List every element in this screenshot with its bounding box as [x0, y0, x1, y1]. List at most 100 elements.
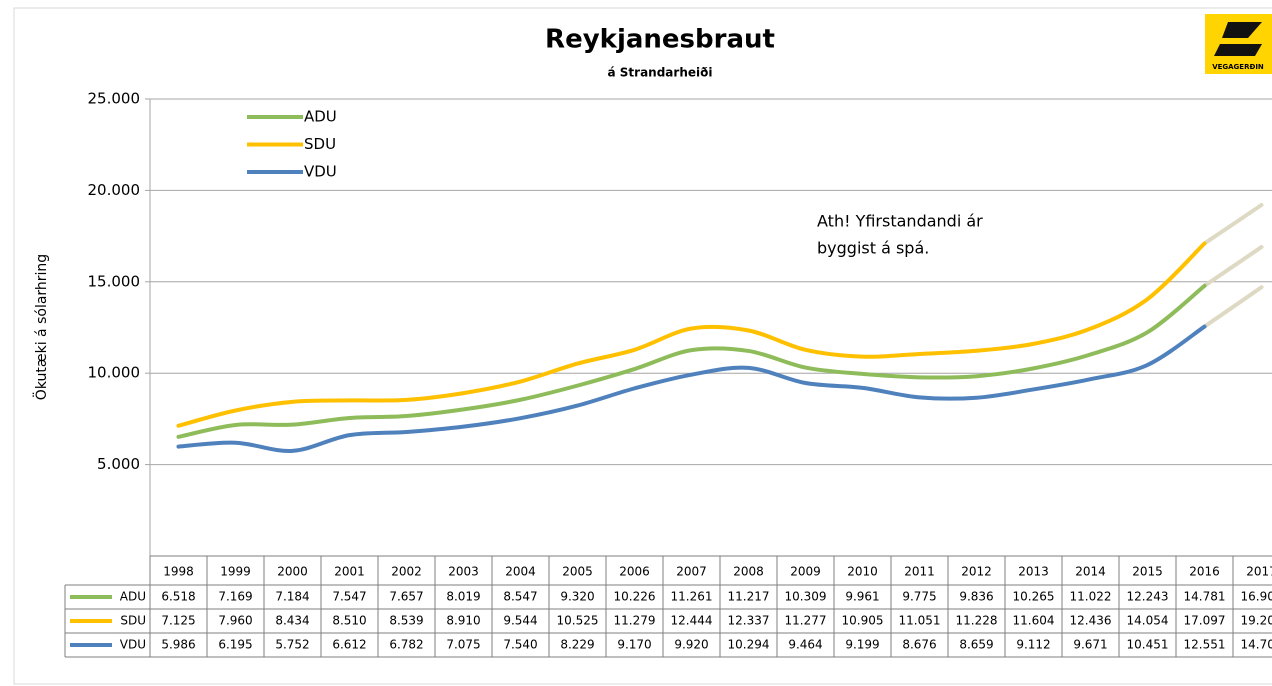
x-tick-label: 2016 [1189, 565, 1220, 579]
y-tick-label: 15.000 [88, 272, 141, 290]
table-cell: 11.022 [1070, 590, 1112, 604]
table-cell: 11.277 [785, 614, 827, 628]
table-cell: 7.960 [218, 614, 252, 628]
table-cell: 9.544 [503, 614, 537, 628]
table-cell: 11.279 [614, 614, 656, 628]
table-cell: 9.671 [1073, 638, 1107, 652]
legend-label: ADU [304, 108, 337, 126]
forecast-line [1202, 203, 1264, 246]
table-cell: 8.539 [389, 614, 423, 628]
table-cell: 7.547 [332, 590, 366, 604]
forecast-line [1202, 285, 1264, 329]
y-tick-label: 25.000 [88, 90, 141, 108]
table-cell: 9.170 [617, 638, 651, 652]
x-tick-label: 2013 [1018, 565, 1049, 579]
table-cell: 7.540 [503, 638, 537, 652]
table-cell: 11.261 [671, 590, 713, 604]
legend-label: VDU [304, 163, 337, 181]
table-cell: 8.659 [959, 638, 993, 652]
y-tick-label: 10.000 [88, 364, 141, 382]
table-cell: 9.199 [845, 638, 879, 652]
x-tick-label: 2009 [790, 565, 821, 579]
x-tick-label: 2015 [1132, 565, 1163, 579]
x-tick-label: 2010 [847, 565, 878, 579]
x-tick-label: 2000 [277, 565, 308, 579]
table-cell: 19.200 [1241, 614, 1272, 628]
table-cell: 9.464 [788, 638, 822, 652]
table-cell: 6.782 [389, 638, 423, 652]
x-tick-label: 2001 [334, 565, 365, 579]
x-tick-label: 2002 [391, 565, 422, 579]
table-row-label: ADU [120, 590, 146, 604]
table-cell: 14.054 [1127, 614, 1169, 628]
series-line [176, 241, 1207, 428]
x-tick-label: 2014 [1075, 565, 1106, 579]
table-cell: 10.226 [614, 590, 656, 604]
table-cell: 9.836 [959, 590, 993, 604]
x-tick-label: 2011 [904, 565, 935, 579]
y-axis-label: Ökutæki á sólarhring [32, 254, 50, 400]
x-tick-label: 2005 [562, 565, 593, 579]
table-cell: 9.112 [1016, 638, 1050, 652]
table-cell: 12.243 [1127, 590, 1169, 604]
table-cell: 14.700 [1241, 638, 1272, 652]
table-cell: 16.900 [1241, 590, 1272, 604]
annotation: Ath! Yfirstandandi ár [817, 212, 983, 231]
table-cell: 11.228 [956, 614, 998, 628]
table-cell: 8.510 [332, 614, 366, 628]
annotation: byggist á spá. [817, 239, 929, 258]
table-cell: 10.309 [785, 590, 827, 604]
table-cell: 14.781 [1184, 590, 1226, 604]
table-row-label: VDU [120, 638, 146, 652]
table-cell: 9.961 [845, 590, 879, 604]
table-cell: 6.612 [332, 638, 366, 652]
table-cell: 10.451 [1127, 638, 1169, 652]
table-cell: 8.910 [446, 614, 480, 628]
table-cell: 5.752 [275, 638, 309, 652]
table-cell: 10.294 [728, 638, 770, 652]
logo: VEGAGERÐIN [1205, 14, 1272, 74]
table-cell: 5.986 [161, 638, 195, 652]
table-cell: 7.125 [161, 614, 195, 628]
x-tick-label: 2003 [448, 565, 479, 579]
table-cell: 8.676 [902, 638, 936, 652]
x-tick-label: 2017 [1246, 565, 1272, 579]
table-cell: 8.547 [503, 590, 537, 604]
x-tick-label: 2006 [619, 565, 650, 579]
table-cell: 10.905 [842, 614, 884, 628]
table-cell: 8.019 [446, 590, 480, 604]
x-tick-label: 1999 [220, 565, 251, 579]
table-cell: 12.444 [671, 614, 713, 628]
x-tick-label: 1998 [163, 565, 194, 579]
series-line [176, 283, 1207, 439]
table-cell: 11.604 [1013, 614, 1055, 628]
chart-title: Reykjanesbraut [545, 25, 775, 55]
table-cell: 11.217 [728, 590, 770, 604]
series-line [176, 324, 1207, 453]
table-cell: 7.657 [389, 590, 423, 604]
legend-label: SDU [304, 135, 336, 153]
table-cell: 8.229 [560, 638, 594, 652]
x-tick-label: 2012 [961, 565, 992, 579]
forecast-line [1202, 245, 1264, 288]
table-cell: 12.337 [728, 614, 770, 628]
table-cell: 12.436 [1070, 614, 1112, 628]
table-cell: 10.265 [1013, 590, 1055, 604]
chart-subtitle: á Strandarheiði [608, 66, 713, 80]
table-cell: 7.169 [218, 590, 252, 604]
table-cell: 6.518 [161, 590, 195, 604]
table-cell: 12.551 [1184, 638, 1226, 652]
table-cell: 9.775 [902, 590, 936, 604]
table-cell: 9.320 [560, 590, 594, 604]
y-tick-label: 5.000 [97, 455, 140, 473]
y-tick-label: 20.000 [88, 181, 141, 199]
table-cell: 9.920 [674, 638, 708, 652]
logo-text: VEGAGERÐIN [1212, 63, 1264, 71]
table-cell: 17.097 [1184, 614, 1226, 628]
logo-shape [1214, 22, 1262, 56]
table-cell: 6.195 [218, 638, 252, 652]
x-tick-label: 2004 [505, 565, 536, 579]
table-cell: 10.525 [557, 614, 599, 628]
table-cell: 8.434 [275, 614, 309, 628]
table-cell: 7.075 [446, 638, 480, 652]
